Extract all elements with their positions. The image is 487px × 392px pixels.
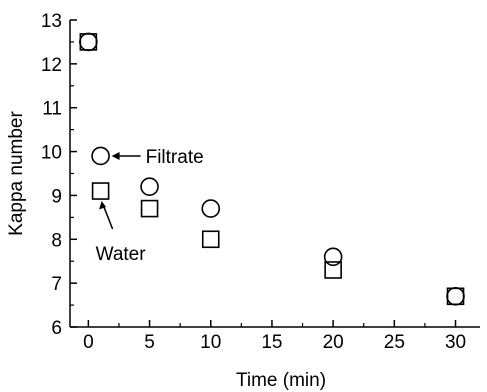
x-ticks: 0 5 10 15 20 25 30 (83, 320, 466, 353)
water-arrow (102, 205, 114, 230)
x-tick-label: 20 (323, 332, 344, 353)
x-tick-label: 5 (144, 332, 155, 353)
x-tick-label: 30 (445, 332, 466, 353)
water-point (201, 230, 220, 249)
water-point (91, 182, 110, 200)
y-ticks: 6 7 8 9 10 11 12 13 (41, 11, 77, 339)
filtrate-point (91, 146, 110, 166)
y-tick-label: 8 (51, 230, 62, 251)
y-tick-label: 11 (42, 99, 62, 120)
water-point (79, 33, 98, 51)
plot-area: 0 5 10 15 20 25 30 6 7 8 9 10 11 12 13 Filtrate Water (41, 11, 480, 353)
filtrate-point (79, 32, 98, 52)
x-tick-label: 10 (200, 332, 221, 353)
filtrate-arrowhead (111, 151, 120, 160)
filtrate-annotation-label: Filtrate (146, 147, 204, 168)
y-tick-label: 12 (41, 55, 62, 76)
y-tick-label: 10 (41, 143, 62, 164)
y-tick-label: 13 (41, 11, 62, 32)
x-tick-label: 0 (83, 332, 94, 353)
y-tick-label: 6 (51, 318, 62, 339)
filtrate-point (140, 177, 159, 196)
filtrate-point (323, 247, 343, 267)
x-axis-title: Time (min) (236, 370, 326, 391)
annotations: Filtrate Water (96, 147, 204, 265)
water-point (446, 287, 465, 306)
water-annotation-label: Water (96, 244, 147, 265)
y-tick-label: 7 (51, 274, 62, 295)
y-axis-title: Kappa number (6, 111, 27, 236)
water-point (140, 199, 159, 218)
water-point (324, 261, 342, 279)
filtrate-point (201, 199, 221, 218)
y-tick-label: 9 (51, 186, 62, 207)
x-tick-label: 15 (261, 332, 282, 353)
x-tick-label: 25 (384, 332, 405, 353)
water-arrowhead (99, 201, 107, 210)
data-points (79, 32, 465, 306)
filtrate-point (446, 286, 465, 306)
